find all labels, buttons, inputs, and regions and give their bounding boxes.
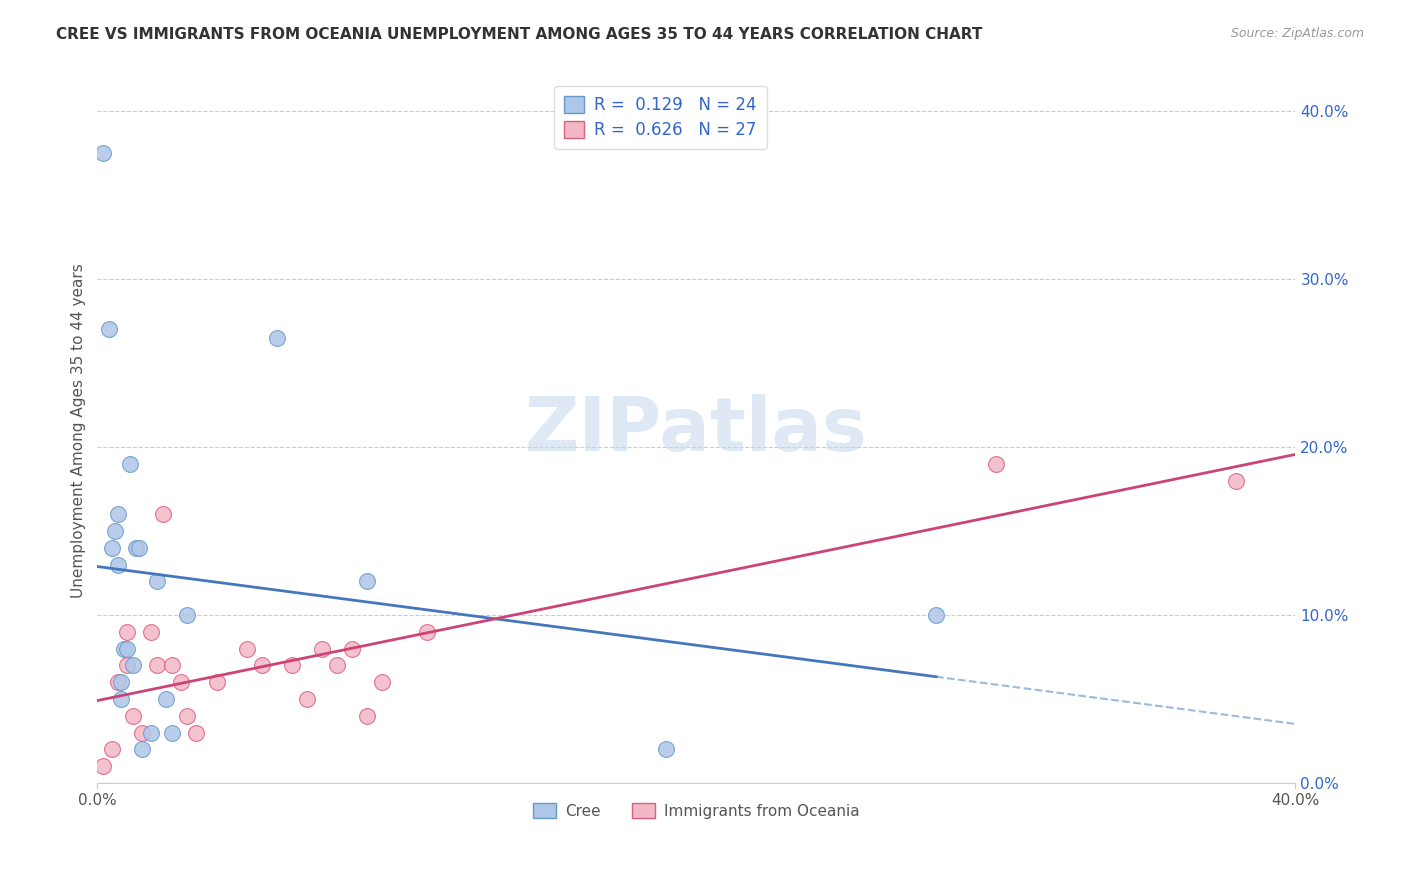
Point: [160, 725, 183, 739]
Text: ZIPatlas: ZIPatlas: [524, 393, 868, 467]
Point: [104, 524, 127, 538]
Point: [146, 658, 169, 673]
Point: [356, 574, 378, 589]
Point: [186, 725, 208, 739]
Point: [117, 658, 139, 673]
Point: [205, 675, 228, 690]
Point: [125, 541, 148, 555]
Point: [93, 146, 115, 161]
Point: [371, 675, 394, 690]
Text: CREE VS IMMIGRANTS FROM OCEANIA UNEMPLOYMENT AMONG AGES 35 TO 44 YEARS CORRELATI: CREE VS IMMIGRANTS FROM OCEANIA UNEMPLOY…: [56, 27, 983, 42]
Legend: Cree, Immigrants from Oceania: Cree, Immigrants from Oceania: [527, 797, 866, 825]
Point: [416, 624, 439, 639]
Point: [101, 742, 124, 756]
Point: [146, 574, 169, 589]
Point: [110, 692, 132, 706]
Text: Source: ZipAtlas.com: Source: ZipAtlas.com: [1230, 27, 1364, 40]
Point: [984, 457, 1007, 471]
Point: [340, 641, 363, 656]
Point: [925, 608, 948, 623]
Point: [141, 624, 163, 639]
Point: [93, 759, 115, 773]
Point: [117, 624, 139, 639]
Point: [1225, 474, 1247, 488]
Point: [112, 641, 135, 656]
Point: [120, 457, 142, 471]
Point: [117, 641, 139, 656]
Point: [326, 658, 349, 673]
Point: [107, 508, 129, 522]
Point: [131, 725, 153, 739]
Point: [266, 331, 288, 345]
Point: [128, 541, 150, 555]
Point: [131, 742, 153, 756]
Point: [176, 709, 198, 723]
Point: [155, 692, 177, 706]
Point: [122, 658, 145, 673]
Point: [107, 675, 129, 690]
Point: [311, 641, 333, 656]
Point: [110, 675, 132, 690]
Point: [107, 558, 129, 572]
Point: [655, 742, 678, 756]
Point: [152, 508, 174, 522]
Point: [98, 322, 121, 336]
Point: [236, 641, 259, 656]
Y-axis label: Unemployment Among Ages 35 to 44 years: Unemployment Among Ages 35 to 44 years: [72, 263, 86, 598]
Point: [141, 725, 163, 739]
Point: [176, 608, 198, 623]
Point: [356, 709, 378, 723]
Point: [160, 658, 183, 673]
Point: [250, 658, 273, 673]
Point: [170, 675, 193, 690]
Point: [295, 692, 318, 706]
Point: [101, 541, 124, 555]
Point: [281, 658, 304, 673]
Point: [122, 709, 145, 723]
